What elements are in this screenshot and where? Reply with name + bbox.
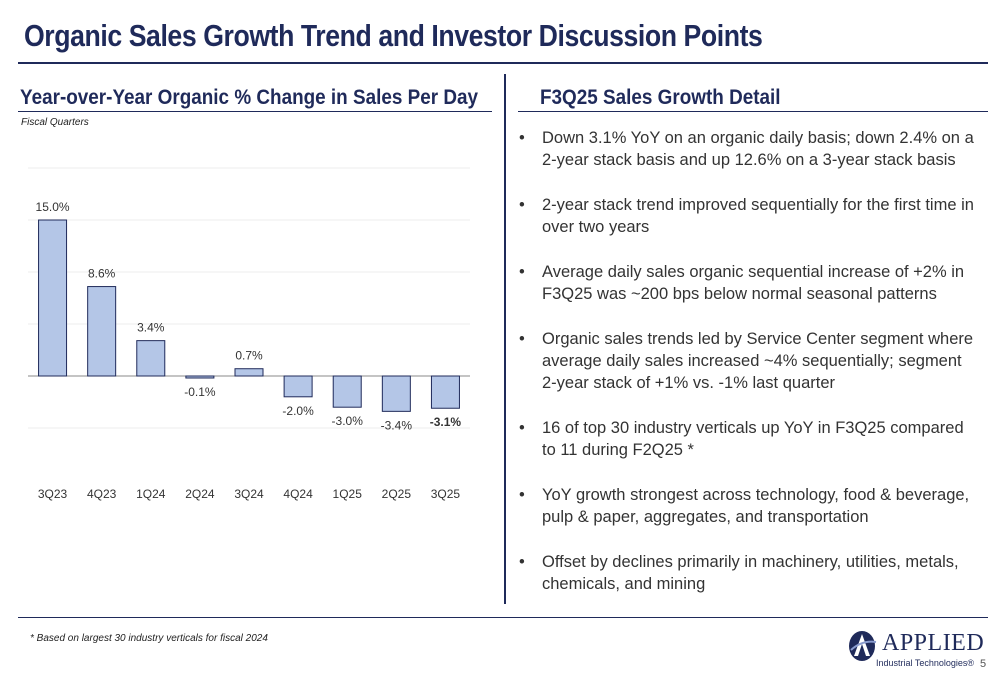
data-label-2q25: -3.4% <box>381 418 413 432</box>
data-label-4q23: 8.6% <box>88 267 116 281</box>
detail-title: F3Q25 Sales Growth Detail <box>540 86 781 109</box>
detail-bullet: • YoY growth strongest across technology,… <box>519 486 970 526</box>
bullet-dot: • <box>519 330 525 348</box>
logo-wordmark: APPLIED <box>882 630 985 656</box>
sales-growth-bar-chart: 15.0% 8.6% 3.4% -0.1% 0.7% -2.0% -3.0% -3.4% -3.… <box>28 167 470 501</box>
detail-bullet: • 16 of top 30 industry verticals up YoY … <box>519 419 964 459</box>
footnote: * Based on largest 30 industry verticals… <box>30 633 268 644</box>
bullet-dot: • <box>519 129 525 147</box>
x-tick-1q24: 1Q24 <box>136 487 166 501</box>
x-tick-3q23: 3Q23 <box>38 487 68 501</box>
data-label-3q25: -3.1% <box>430 415 462 429</box>
x-tick-2q25: 2Q25 <box>382 487 412 501</box>
bullet-dot: • <box>519 263 525 281</box>
slide-title: Organic Sales Growth Trend and Investor … <box>24 18 763 53</box>
bullet-dot: • <box>519 196 525 214</box>
company-logo: APPLIED Industrial Technologies® <box>848 628 984 672</box>
bar-2q24 <box>185 375 215 379</box>
x-tick-1q25: 1Q25 <box>333 487 363 501</box>
detail-bullet: • Average daily sales organic sequential … <box>519 263 965 303</box>
detail-bullet: • Organic sales trends led by Service Cen… <box>519 330 974 392</box>
bullet-dot: • <box>519 486 525 504</box>
bar-4q23 <box>87 286 117 377</box>
data-label-3q23: 15.0% <box>36 200 70 214</box>
bar-3q25 <box>430 375 460 409</box>
bar-1q24 <box>136 340 166 377</box>
panel-divider <box>504 74 506 604</box>
chart-bars <box>38 219 460 412</box>
growth-detail-list: • Down 3.1% YoY on an organic daily basis… <box>510 127 980 618</box>
logo-emblem-icon <box>849 631 877 661</box>
bullet-dot: • <box>519 553 525 571</box>
x-tick-4q23: 4Q23 <box>87 487 117 501</box>
bullet-dot: • <box>519 419 525 437</box>
detail-bullet: • Down 3.1% YoY on an organic daily basis… <box>519 129 974 169</box>
x-tick-3q25: 3Q25 <box>431 487 461 501</box>
bar-2q25 <box>381 375 411 412</box>
data-label-4q24: -2.0% <box>282 404 314 418</box>
chart-title-rule <box>18 111 492 112</box>
chart-x-tick-labels: 3Q23 4Q23 1Q24 2Q24 3Q24 4Q24 1Q25 2Q25 3Q25 <box>38 487 461 501</box>
bar-4q24 <box>283 375 313 398</box>
fiscal-quarters-label: Fiscal Quarters <box>21 117 89 128</box>
page-number: 5 <box>980 658 987 670</box>
x-tick-4q24: 4Q24 <box>283 487 313 501</box>
detail-title-rule <box>518 111 988 112</box>
data-label-1q25: -3.0% <box>332 414 364 428</box>
logo-subtitle: Industrial Technologies® <box>876 658 975 668</box>
bar-1q25 <box>332 375 362 408</box>
bar-3q23 <box>38 219 68 377</box>
chart-title: Year-over-Year Organic % Change in Sales… <box>20 86 479 109</box>
data-label-1q24: 3.4% <box>137 321 165 335</box>
chart-data-labels: 15.0% 8.6% 3.4% -0.1% 0.7% -2.0% -3.0% -3.4% -3.… <box>36 200 462 432</box>
title-rule <box>18 62 988 64</box>
detail-bullet: • Offset by declines primarily in machine… <box>519 553 959 593</box>
bar-3q24 <box>234 368 264 377</box>
x-tick-2q24: 2Q24 <box>185 487 215 501</box>
data-label-2q24: -0.1% <box>184 385 216 399</box>
x-tick-3q24: 3Q24 <box>234 487 264 501</box>
footer-rule <box>18 617 988 618</box>
detail-bullet: • 2-year stack trend improved sequentiall… <box>519 196 974 236</box>
data-label-3q24: 0.7% <box>235 349 263 363</box>
